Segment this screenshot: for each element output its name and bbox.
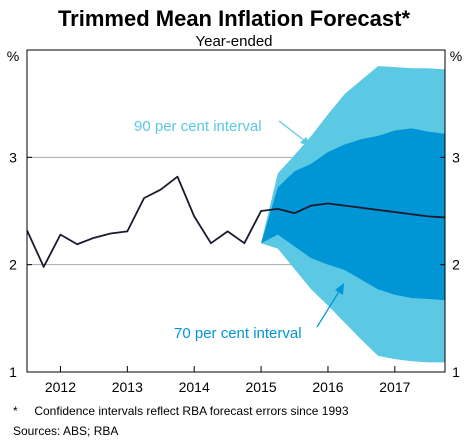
chart-title: Trimmed Mean Inflation Forecast* xyxy=(58,6,411,31)
confidence-bands xyxy=(261,66,445,363)
y-tick-label-left-2: 2 xyxy=(9,257,17,273)
x-axis-ticks: 2012 2013 2014 2015 2016 2017 xyxy=(45,366,411,395)
x-tick-label-2012: 2012 xyxy=(45,379,76,395)
y-unit-right: % xyxy=(450,48,462,64)
chart-subtitle: Year-ended xyxy=(195,33,272,50)
y-axis-ticks: 1 1 2 2 3 3 xyxy=(9,149,460,380)
footnote: * Confidence intervals reflect RBA forec… xyxy=(13,404,349,418)
y-tick-label-right-2: 2 xyxy=(452,257,460,273)
y-tick-label-right-3: 3 xyxy=(452,149,460,165)
x-tick-label-2013: 2013 xyxy=(112,379,143,395)
plot-frame xyxy=(26,49,446,373)
x-tick-label-2017: 2017 xyxy=(379,379,410,395)
y-tick-label-right-1: 1 xyxy=(452,364,460,380)
band-70-per-cent xyxy=(261,128,445,301)
y-tick-label-left-1: 1 xyxy=(9,364,17,380)
annotation-90-arrow xyxy=(278,120,306,142)
forecast-line-layer xyxy=(26,175,446,268)
x-tick-label-2016: 2016 xyxy=(312,379,343,395)
annotation-70-arrow xyxy=(316,289,341,328)
y-unit-left: % xyxy=(7,48,19,64)
x-tick-label-2015: 2015 xyxy=(246,379,277,395)
annotation-70-interval: 70 per cent interval xyxy=(174,325,302,342)
annotation-90-interval: 90 per cent interval xyxy=(134,118,262,135)
x-tick-label-2014: 2014 xyxy=(179,379,210,395)
y-tick-label-left-3: 3 xyxy=(9,149,17,165)
annotation-90-arrowhead xyxy=(300,137,311,146)
sources: Sources: ABS; RBA xyxy=(13,424,118,438)
annotation-70-arrowhead xyxy=(335,283,344,295)
series-line-0 xyxy=(26,175,446,268)
